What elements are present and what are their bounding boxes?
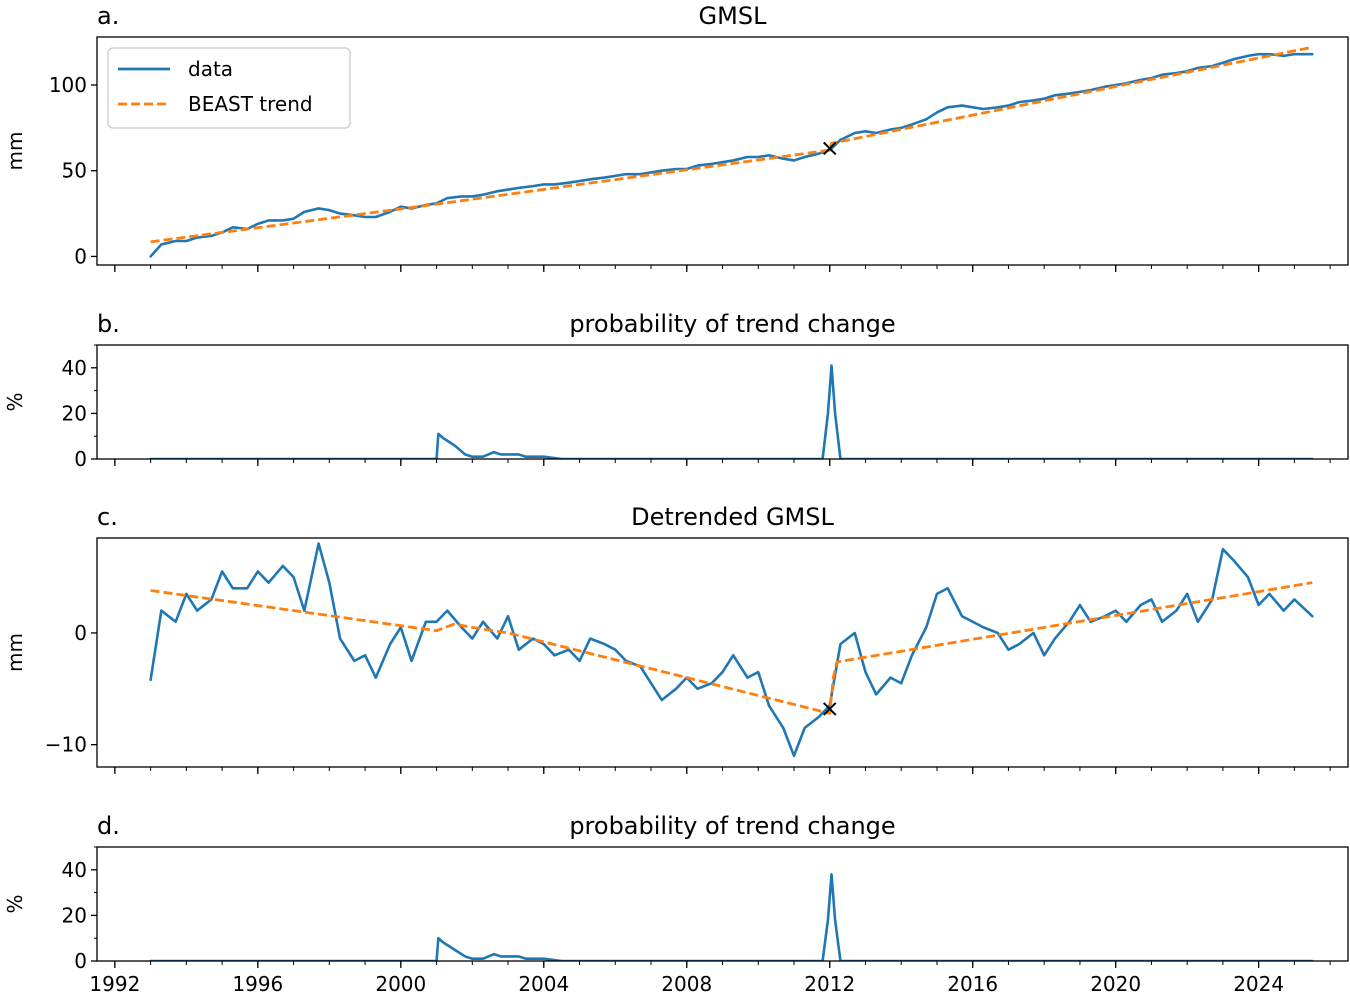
panel-label: a. <box>97 2 119 30</box>
y-axis-label: mm <box>3 633 27 672</box>
y-tick-label: 0 <box>74 447 87 471</box>
plot-frame <box>96 846 1349 962</box>
x-tick-label: 2016 <box>947 972 998 996</box>
series-line-1 <box>150 581 1313 715</box>
x-tick-label: 2004 <box>518 972 569 996</box>
changepoint-marker <box>823 141 837 156</box>
y-tick-label: 100 <box>49 73 87 97</box>
y-axis-label: % <box>3 894 27 913</box>
panel-label: b. <box>97 310 120 338</box>
panel-title: probability of trend change <box>569 310 895 338</box>
panel-title: GMSL <box>699 2 768 30</box>
y-tick-label: −10 <box>45 733 87 757</box>
x-tick-label: 1996 <box>232 972 283 996</box>
y-tick-label: 20 <box>62 903 87 927</box>
legend: data BEAST trend <box>107 47 351 129</box>
legend-entry: data <box>188 57 233 81</box>
plot-frame <box>96 344 1349 460</box>
x-tick-label: 2020 <box>1090 972 1141 996</box>
series-line-0 <box>149 364 1314 459</box>
series-group <box>149 873 1314 961</box>
x-tick-label: 2008 <box>661 972 712 996</box>
series-group <box>149 542 1314 758</box>
series-line-0 <box>149 873 1314 961</box>
panel-b: 0 20 40 probability of trend change b.% <box>3 310 1349 471</box>
series-group <box>149 364 1314 459</box>
y-tick-label: 0 <box>74 621 87 645</box>
panel-title: probability of trend change <box>569 812 895 840</box>
plot-frame <box>96 537 1349 768</box>
y-tick-label: 40 <box>62 356 87 380</box>
y-tick-label: 0 <box>74 949 87 973</box>
y-tick-label: 20 <box>62 401 87 425</box>
panel-d: 0 20 40 1992 1996 2000 2004 2008 2012 2016 2020 202… <box>3 812 1349 996</box>
panel-label: c. <box>97 503 118 531</box>
x-tick-label: 1992 <box>89 972 140 996</box>
series-line-data <box>149 52 1314 258</box>
panel-a: 0 50 100 GMSL a. mm data BEAST trend <box>3 2 1349 272</box>
y-tick-label: 50 <box>62 159 87 183</box>
y-tick-label: 0 <box>74 244 87 268</box>
panel-label: d. <box>97 812 120 840</box>
y-axis-label: % <box>3 392 27 411</box>
changepoint-marker <box>823 702 837 716</box>
series-line-0 <box>149 542 1314 758</box>
series-group <box>149 45 1314 258</box>
x-tick-label: 2012 <box>804 972 855 996</box>
x-tick-label: 2000 <box>375 972 426 996</box>
x-tick-label: 2024 <box>1233 972 1284 996</box>
y-axis-label: mm <box>3 132 27 171</box>
legend-entry: BEAST trend <box>188 92 313 116</box>
y-tick-label: 40 <box>62 858 87 882</box>
panel-title: Detrended GMSL <box>631 503 834 531</box>
panel-c: −10 0 Detrended GMSL c. mm <box>3 503 1349 774</box>
